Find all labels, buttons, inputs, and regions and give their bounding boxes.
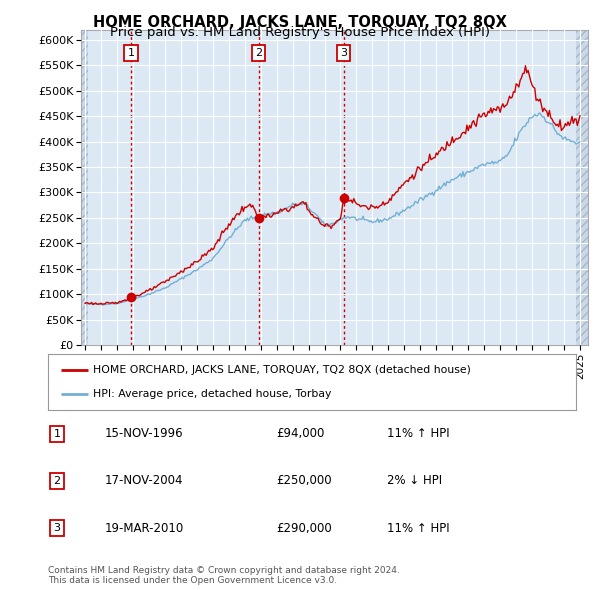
Text: Contains HM Land Registry data © Crown copyright and database right 2024.
This d: Contains HM Land Registry data © Crown c… <box>48 566 400 585</box>
Text: 2: 2 <box>255 48 262 58</box>
Text: Price paid vs. HM Land Registry's House Price Index (HPI): Price paid vs. HM Land Registry's House … <box>110 26 490 39</box>
Text: 3: 3 <box>53 523 61 533</box>
Text: 1: 1 <box>127 48 134 58</box>
Text: 2% ↓ HPI: 2% ↓ HPI <box>387 474 442 487</box>
Text: 11% ↑ HPI: 11% ↑ HPI <box>387 522 449 535</box>
Text: £94,000: £94,000 <box>276 427 325 440</box>
Text: 2: 2 <box>53 476 61 486</box>
Text: £290,000: £290,000 <box>276 522 332 535</box>
Text: HPI: Average price, detached house, Torbay: HPI: Average price, detached house, Torb… <box>93 389 331 399</box>
Text: 1: 1 <box>53 429 61 438</box>
Text: 15-NOV-1996: 15-NOV-1996 <box>105 427 184 440</box>
Text: 3: 3 <box>340 48 347 58</box>
Text: HOME ORCHARD, JACKS LANE, TORQUAY, TQ2 8QX (detached house): HOME ORCHARD, JACKS LANE, TORQUAY, TQ2 8… <box>93 365 471 375</box>
Text: 19-MAR-2010: 19-MAR-2010 <box>105 522 184 535</box>
Text: £250,000: £250,000 <box>276 474 332 487</box>
Text: HOME ORCHARD, JACKS LANE, TORQUAY, TQ2 8QX: HOME ORCHARD, JACKS LANE, TORQUAY, TQ2 8… <box>93 15 507 30</box>
Text: 17-NOV-2004: 17-NOV-2004 <box>105 474 184 487</box>
Text: 11% ↑ HPI: 11% ↑ HPI <box>387 427 449 440</box>
